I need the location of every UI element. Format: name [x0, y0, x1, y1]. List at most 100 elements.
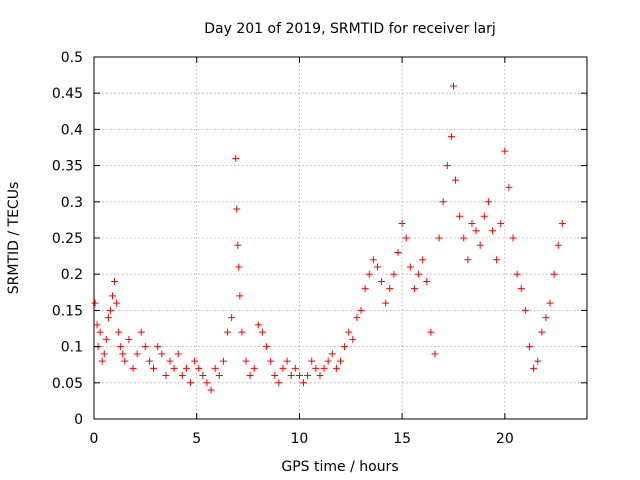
data-point	[480, 212, 488, 220]
axis-ticks	[93, 56, 587, 420]
data-point	[283, 357, 291, 365]
data-point	[415, 270, 423, 278]
data-point	[100, 350, 108, 358]
data-point	[133, 350, 141, 358]
data-point	[150, 364, 158, 372]
data-point	[476, 241, 484, 249]
y-axis-label: SRMTID / TECUs	[6, 182, 22, 295]
y-tick-label: 0	[74, 412, 83, 428]
data-point	[546, 299, 554, 307]
data-point	[137, 328, 145, 336]
data-point	[108, 292, 116, 300]
data-point	[242, 357, 250, 365]
data-point	[215, 372, 223, 380]
chart-title: Day 201 of 2019, SRMTID for receiver lar…	[204, 21, 496, 37]
data-point	[162, 372, 170, 380]
data-point	[521, 306, 529, 314]
y-tick-label: 0.15	[52, 303, 83, 319]
data-point	[271, 372, 279, 380]
data-point	[484, 198, 492, 206]
data-point	[91, 299, 99, 307]
data-point	[304, 372, 312, 380]
data-point	[263, 343, 271, 351]
data-point	[439, 198, 447, 206]
data-point	[337, 357, 344, 365]
x-tick-label: 15	[393, 431, 411, 447]
data-point	[233, 205, 241, 213]
data-point	[386, 285, 394, 293]
y-tick-label: 0.45	[52, 86, 83, 102]
data-point	[187, 379, 195, 387]
data-point	[207, 386, 215, 394]
data-point	[530, 364, 538, 372]
data-point	[102, 335, 110, 343]
data-point	[554, 241, 562, 249]
x-tick-label: 10	[291, 431, 309, 447]
data-point	[295, 372, 303, 380]
data-point	[390, 270, 398, 278]
data-point	[219, 357, 227, 365]
data-point	[410, 285, 418, 293]
data-point	[191, 357, 199, 365]
data-point	[98, 357, 106, 365]
data-point	[154, 343, 162, 351]
y-tick-label: 0.05	[52, 376, 83, 392]
data-point	[493, 256, 501, 264]
data-point	[505, 183, 513, 191]
data-point	[93, 321, 101, 329]
data-point	[534, 357, 542, 365]
data-point	[115, 328, 123, 336]
data-point	[158, 350, 166, 358]
data-point	[113, 299, 121, 307]
data-point	[472, 227, 480, 235]
data-point	[406, 263, 414, 271]
data-point	[203, 379, 211, 387]
data-point	[199, 372, 207, 380]
data-point	[174, 350, 182, 358]
x-tick-label: 5	[192, 431, 201, 447]
data-point	[419, 256, 427, 264]
data-point	[117, 343, 125, 351]
data-point	[365, 270, 373, 278]
y-tick-label: 0.3	[61, 195, 83, 211]
data-point	[316, 372, 324, 380]
data-point	[542, 314, 550, 322]
data-point	[96, 328, 104, 336]
data-point	[382, 299, 390, 307]
data-point	[145, 357, 153, 365]
data-point	[394, 248, 402, 256]
data-point	[558, 220, 566, 228]
data-point	[121, 357, 129, 365]
data-point	[517, 285, 525, 293]
data-point	[111, 277, 119, 285]
data-point	[509, 234, 517, 242]
data-point	[129, 364, 137, 372]
data-point	[224, 328, 232, 336]
data-point	[275, 379, 283, 387]
data-point	[182, 364, 190, 372]
data-point	[246, 372, 254, 380]
data-point	[456, 212, 464, 220]
x-tick-label: 0	[90, 431, 99, 447]
data-point	[353, 314, 361, 322]
data-point	[211, 364, 219, 372]
y-tick-label: 0.4	[61, 122, 83, 138]
data-point	[235, 263, 243, 271]
data-point	[398, 220, 406, 228]
data-point	[431, 350, 439, 358]
data-point	[464, 256, 472, 264]
data-point	[254, 321, 262, 329]
data-point	[119, 350, 127, 358]
data-point	[378, 277, 386, 285]
data-point	[345, 328, 353, 336]
y-tick-label: 0.25	[52, 231, 83, 247]
data-point	[427, 328, 435, 336]
grid	[94, 57, 587, 419]
data-point	[170, 364, 178, 372]
x-tick-label: 20	[496, 431, 514, 447]
data-point	[435, 234, 443, 242]
data-point	[423, 277, 431, 285]
data-point	[228, 314, 236, 322]
data-point	[373, 263, 381, 271]
